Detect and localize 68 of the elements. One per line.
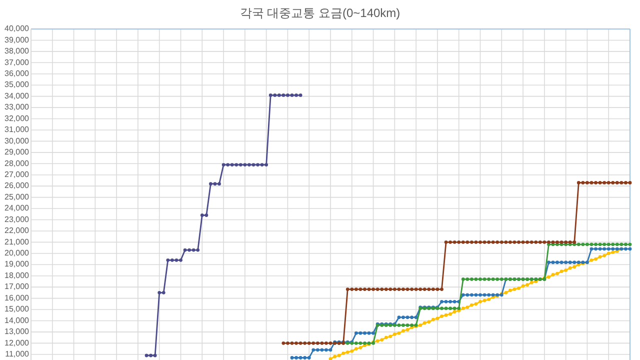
point	[183, 248, 187, 252]
point	[264, 163, 268, 166]
y-tick-label: 22,000	[4, 226, 30, 236]
point	[188, 248, 192, 252]
point	[166, 258, 170, 262]
point	[153, 354, 157, 358]
point	[144, 354, 148, 358]
point	[286, 94, 290, 97]
point	[294, 94, 298, 97]
point	[248, 163, 251, 166]
point	[162, 290, 166, 294]
y-tick-label: 16,000	[4, 293, 30, 302]
y-tick-label: 12,000	[4, 338, 30, 348]
chart-title: 각국 대중교통 요금(0~140km)	[240, 6, 400, 20]
point	[298, 94, 302, 97]
y-tick-label: 24,000	[4, 204, 30, 213]
point	[260, 163, 264, 166]
y-tick-label: 17,000	[4, 282, 30, 292]
point	[174, 258, 178, 262]
point	[149, 354, 152, 358]
y-tick-label: 35,000	[4, 80, 30, 90]
y-tick-label: 19,000	[4, 260, 30, 269]
y-tick-label: 39,000	[4, 35, 30, 44]
point	[209, 182, 212, 186]
point	[218, 182, 221, 186]
point	[170, 258, 174, 262]
point	[256, 163, 260, 166]
point	[196, 248, 200, 252]
y-tick-label: 13,000	[4, 327, 30, 336]
point	[252, 163, 256, 166]
y-tick-label: 32,000	[4, 114, 30, 123]
point	[204, 214, 208, 217]
point	[179, 258, 182, 262]
point	[222, 163, 226, 166]
point	[192, 248, 196, 252]
y-tick-label: 33,000	[4, 102, 30, 112]
point	[213, 182, 217, 186]
point	[282, 94, 286, 97]
y-tick-label: 26,000	[4, 181, 30, 190]
y-tick-label: 29,000	[4, 148, 30, 157]
y-tick-label: 30,000	[4, 136, 30, 146]
point	[230, 163, 234, 166]
point	[200, 214, 204, 217]
y-tick-label: 36,000	[4, 68, 30, 78]
y-tick-label: 40,000	[4, 24, 30, 34]
y-tick-label: 31,000	[4, 125, 30, 134]
y-tick-label: 25,000	[4, 192, 30, 202]
y-tick-label: 23,000	[4, 214, 30, 224]
y-tick-label: 11,000	[5, 350, 30, 358]
y-tick-label: 37,000	[4, 58, 30, 67]
point	[158, 290, 162, 294]
point	[243, 163, 247, 166]
y-tick-label: 14,000	[4, 316, 30, 325]
y-tick-label: 28,000	[4, 158, 30, 168]
y-tick-label: 21,000	[4, 237, 30, 246]
y-tick-label: 34,000	[4, 91, 30, 100]
point	[226, 163, 230, 166]
point	[234, 163, 238, 166]
y-tick-label: 15,000	[4, 304, 30, 314]
y-tick-label: 20,000	[4, 248, 30, 258]
point	[268, 94, 272, 97]
point	[277, 94, 281, 97]
y-tick-label: 38,000	[4, 46, 30, 56]
point	[238, 163, 242, 166]
y-tick-label: 18,000	[4, 270, 30, 280]
y-tick-label: 27,000	[4, 170, 30, 179]
point	[273, 94, 277, 97]
point	[290, 94, 294, 97]
